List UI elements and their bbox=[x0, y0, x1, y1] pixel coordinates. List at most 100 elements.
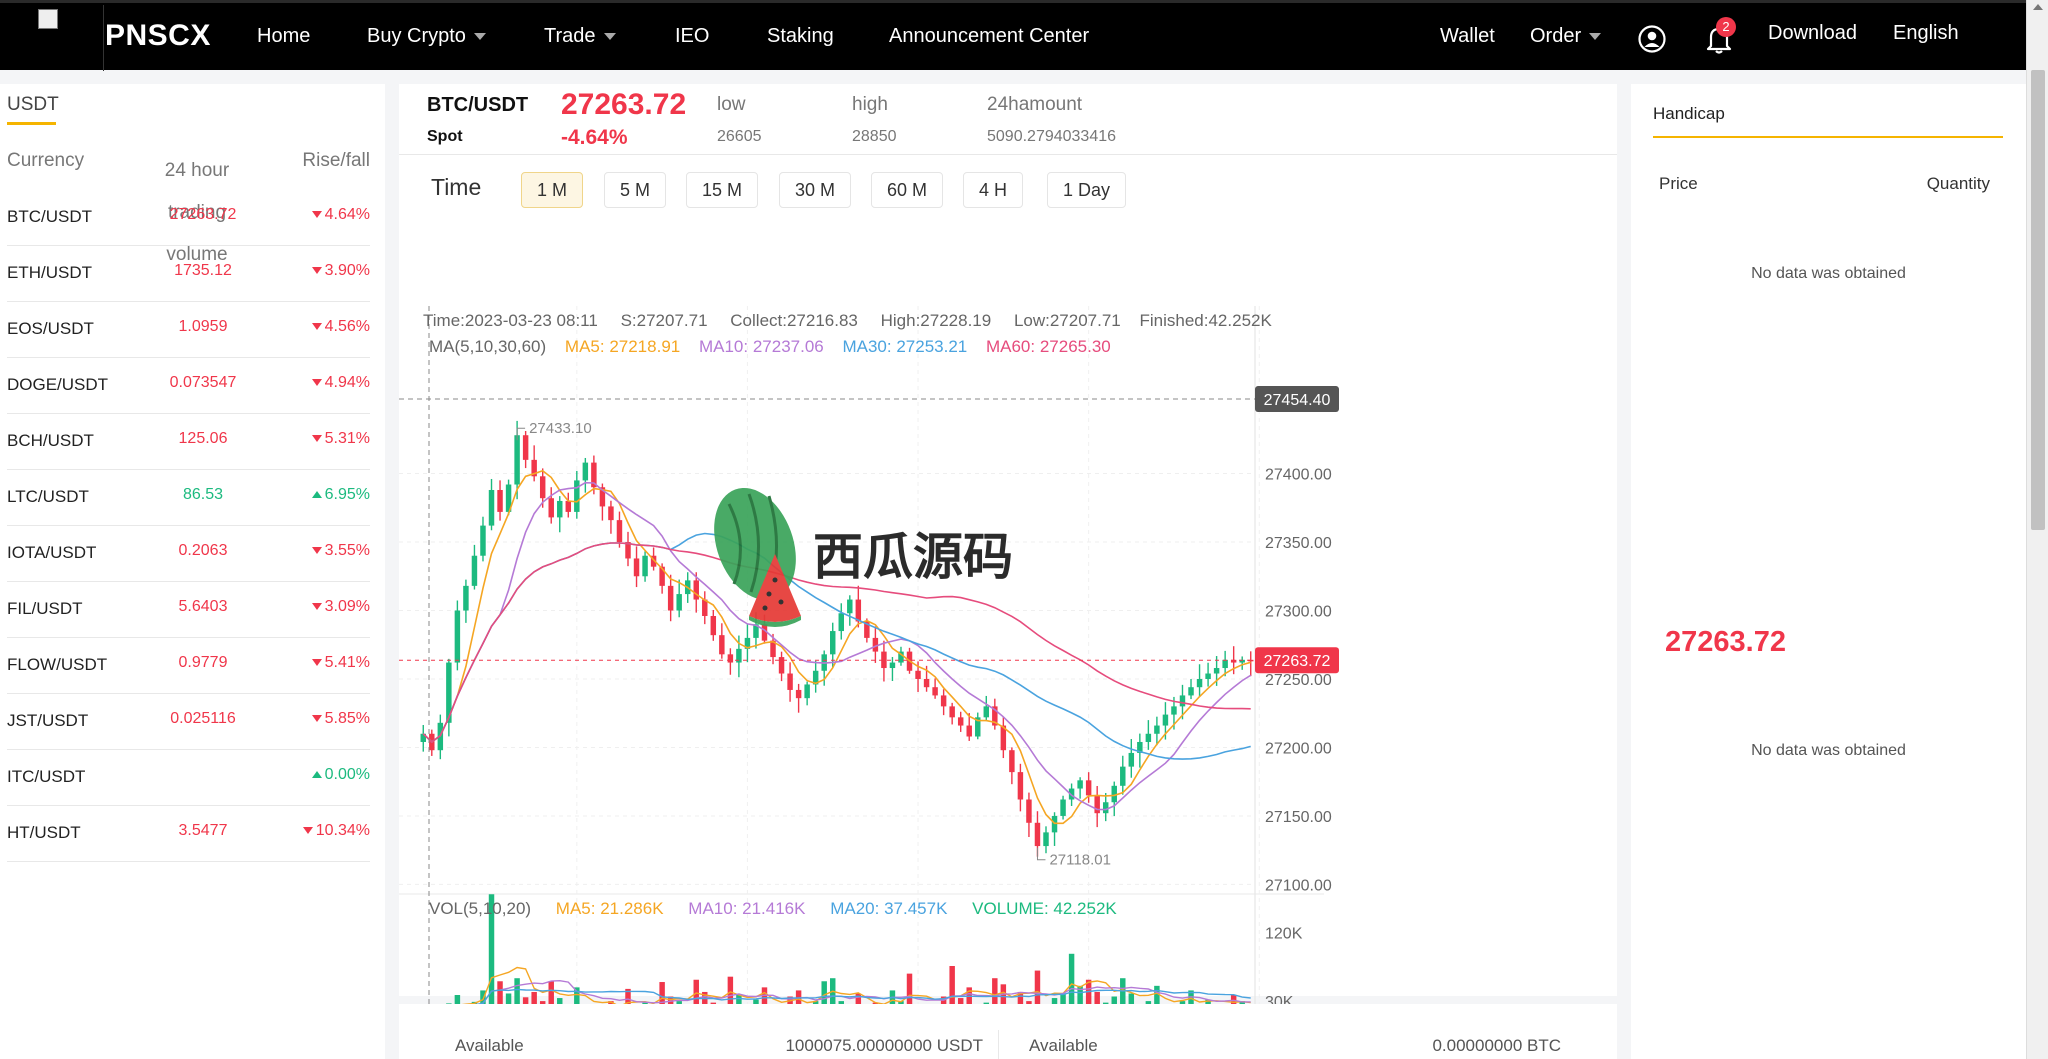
market-change: 5.41% bbox=[311, 654, 370, 672]
triangle-down-icon bbox=[311, 267, 322, 275]
candle-body bbox=[830, 631, 836, 655]
candles bbox=[420, 420, 1254, 857]
nav-trade[interactable]: Trade bbox=[544, 25, 616, 48]
ma-legend-label: MA(5,10,30,60) bbox=[429, 337, 546, 356]
market-row[interactable]: DOGE/USDT 0.073547 4.94% bbox=[7, 358, 370, 414]
candle-body bbox=[710, 615, 717, 636]
vol-tick-label: 120K bbox=[1265, 925, 1303, 942]
stat-high-label: high bbox=[852, 94, 888, 115]
tab-active-underline bbox=[1653, 136, 2003, 138]
ob-mid-price: 27263.72 bbox=[1665, 626, 1786, 658]
market-price: 0.073547 bbox=[169, 374, 237, 391]
market-row[interactable]: ITC/USDT 0.00% bbox=[7, 750, 370, 806]
candle-body bbox=[514, 435, 520, 485]
scroll-up-arrow-icon[interactable] bbox=[2033, 4, 2043, 10]
tf-1m[interactable]: 1 M bbox=[521, 172, 584, 208]
tf-30m[interactable]: 30 M bbox=[779, 172, 852, 208]
market-row[interactable]: HT/USDT 3.5477 10.34% bbox=[7, 806, 370, 862]
nav-staking[interactable]: Staking bbox=[767, 25, 834, 47]
market-row[interactable]: ETH/USDT 1735.12 3.90% bbox=[7, 246, 370, 302]
market-change-value: 6.95% bbox=[324, 486, 370, 503]
nav-language[interactable]: English bbox=[1893, 22, 1959, 44]
market-change: 6.95% bbox=[311, 486, 370, 504]
candle-body bbox=[1094, 795, 1100, 814]
logo-image[interactable] bbox=[34, 5, 104, 71]
candle-body bbox=[420, 733, 426, 742]
svg-text:Time:2023-03-23 08:11 S:: Time:2023-03-23 08:11 S:27207.71 Collect… bbox=[423, 311, 1272, 330]
brand-name[interactable]: PNSCX bbox=[105, 19, 211, 52]
info-low: Low:27207.71 bbox=[1014, 311, 1121, 330]
tab-usdt[interactable]: USDT bbox=[7, 94, 59, 115]
stat-low-value: 26605 bbox=[717, 128, 762, 145]
tab-active-underline bbox=[7, 122, 56, 125]
nav-ieo[interactable]: IEO bbox=[675, 25, 710, 47]
candle-body bbox=[1145, 733, 1152, 742]
tf-4h[interactable]: 4 H bbox=[963, 172, 1024, 208]
chart-grid: 27400.00 27350.00 27300.00 27250.00 27200.00… bbox=[399, 306, 1332, 1054]
ma60-legend: MA60: 27265.30 bbox=[986, 337, 1111, 356]
market-row[interactable]: FIL/USDT 5.6403 3.09% bbox=[7, 582, 370, 638]
market-row[interactable]: EOS/USDT 1.0959 4.56% bbox=[7, 302, 370, 358]
tab-handicap[interactable]: Handicap bbox=[1653, 104, 1725, 123]
market-change: 0.00% bbox=[311, 766, 370, 784]
stat-high-value: 28850 bbox=[852, 128, 897, 145]
nav-announcement-center[interactable]: Announcement Center bbox=[889, 25, 1090, 47]
nav-wallet[interactable]: Wallet bbox=[1440, 25, 1495, 47]
candle-body bbox=[983, 706, 990, 718]
candle-body bbox=[1213, 668, 1220, 674]
market-row[interactable]: LTC/USDT 86.53 6.95% bbox=[7, 470, 370, 526]
nav-buy-crypto[interactable]: Buy Crypto bbox=[367, 25, 486, 48]
market-price: 1735.12 bbox=[174, 262, 232, 279]
user-circle-icon[interactable] bbox=[1638, 25, 1666, 53]
chevron-down-icon bbox=[603, 33, 616, 41]
nav-order[interactable]: Order bbox=[1530, 25, 1602, 48]
nav-home[interactable]: Home bbox=[257, 25, 311, 47]
candle-body bbox=[1171, 706, 1177, 715]
candle-body bbox=[531, 459, 537, 477]
market-row[interactable]: BTC/USDT 27263.72 4.64% bbox=[7, 190, 370, 246]
asks-empty-message: No data was obtained bbox=[1751, 265, 1906, 282]
notification-badge: 2 bbox=[1716, 17, 1736, 37]
candle-body bbox=[1060, 799, 1066, 816]
market-pair: DOGE/USDT bbox=[7, 375, 109, 394]
market-row[interactable]: IOTA/USDT 0.2063 3.55% bbox=[7, 526, 370, 582]
market-change: 4.56% bbox=[311, 318, 370, 336]
market-change-value: 3.55% bbox=[324, 542, 370, 559]
market-price: 5.6403 bbox=[178, 598, 228, 615]
candle-body bbox=[898, 651, 904, 663]
info-open: S:27207.71 bbox=[621, 311, 708, 330]
market-pair: ITC/USDT bbox=[7, 767, 86, 786]
vol-ma5-legend: MA5: 21.286K bbox=[556, 899, 664, 918]
ma-lines bbox=[422, 469, 1252, 825]
triangle-down-icon bbox=[311, 659, 322, 667]
candle-body bbox=[812, 670, 819, 685]
candle-body bbox=[1120, 766, 1126, 786]
volume-bar bbox=[992, 978, 998, 1024]
triangle-down-icon bbox=[311, 547, 322, 555]
candle-body bbox=[582, 462, 589, 481]
candle-body bbox=[761, 624, 768, 641]
market-row[interactable]: JST/USDT 0.025116 5.85% bbox=[7, 694, 370, 750]
triangle-up-icon bbox=[311, 771, 322, 779]
nav-order-label: Order bbox=[1530, 25, 1582, 47]
market-change-value: 5.31% bbox=[324, 430, 370, 447]
y-tick-label: 27100.00 bbox=[1265, 877, 1332, 894]
candle-body bbox=[702, 599, 708, 616]
tf-60m[interactable]: 60 M bbox=[871, 172, 944, 208]
tf-1day[interactable]: 1 Day bbox=[1047, 172, 1127, 208]
candle-body bbox=[650, 555, 657, 567]
market-row[interactable]: FLOW/USDT 0.9779 5.41% bbox=[7, 638, 370, 694]
scroll-thumb[interactable] bbox=[2031, 70, 2045, 530]
chevron-down-icon bbox=[473, 33, 486, 41]
page-scrollbar[interactable] bbox=[2026, 0, 2048, 1059]
candle-body bbox=[471, 555, 478, 586]
tf-15m[interactable]: 15 M bbox=[686, 172, 759, 208]
candle-body bbox=[497, 489, 503, 512]
kline-chart[interactable]: 27400.00 27350.00 27300.00 27250.00 27200.00… bbox=[399, 214, 1617, 1054]
col-rise-fall: Rise/fall bbox=[302, 150, 370, 171]
market-pair: BTC/USDT bbox=[7, 207, 92, 226]
market-row[interactable]: BCH/USDT 125.06 5.31% bbox=[7, 414, 370, 470]
nav-download[interactable]: Download bbox=[1768, 22, 1857, 44]
market-price: 27263.72 bbox=[169, 206, 237, 223]
tf-5m[interactable]: 5 M bbox=[604, 172, 667, 208]
